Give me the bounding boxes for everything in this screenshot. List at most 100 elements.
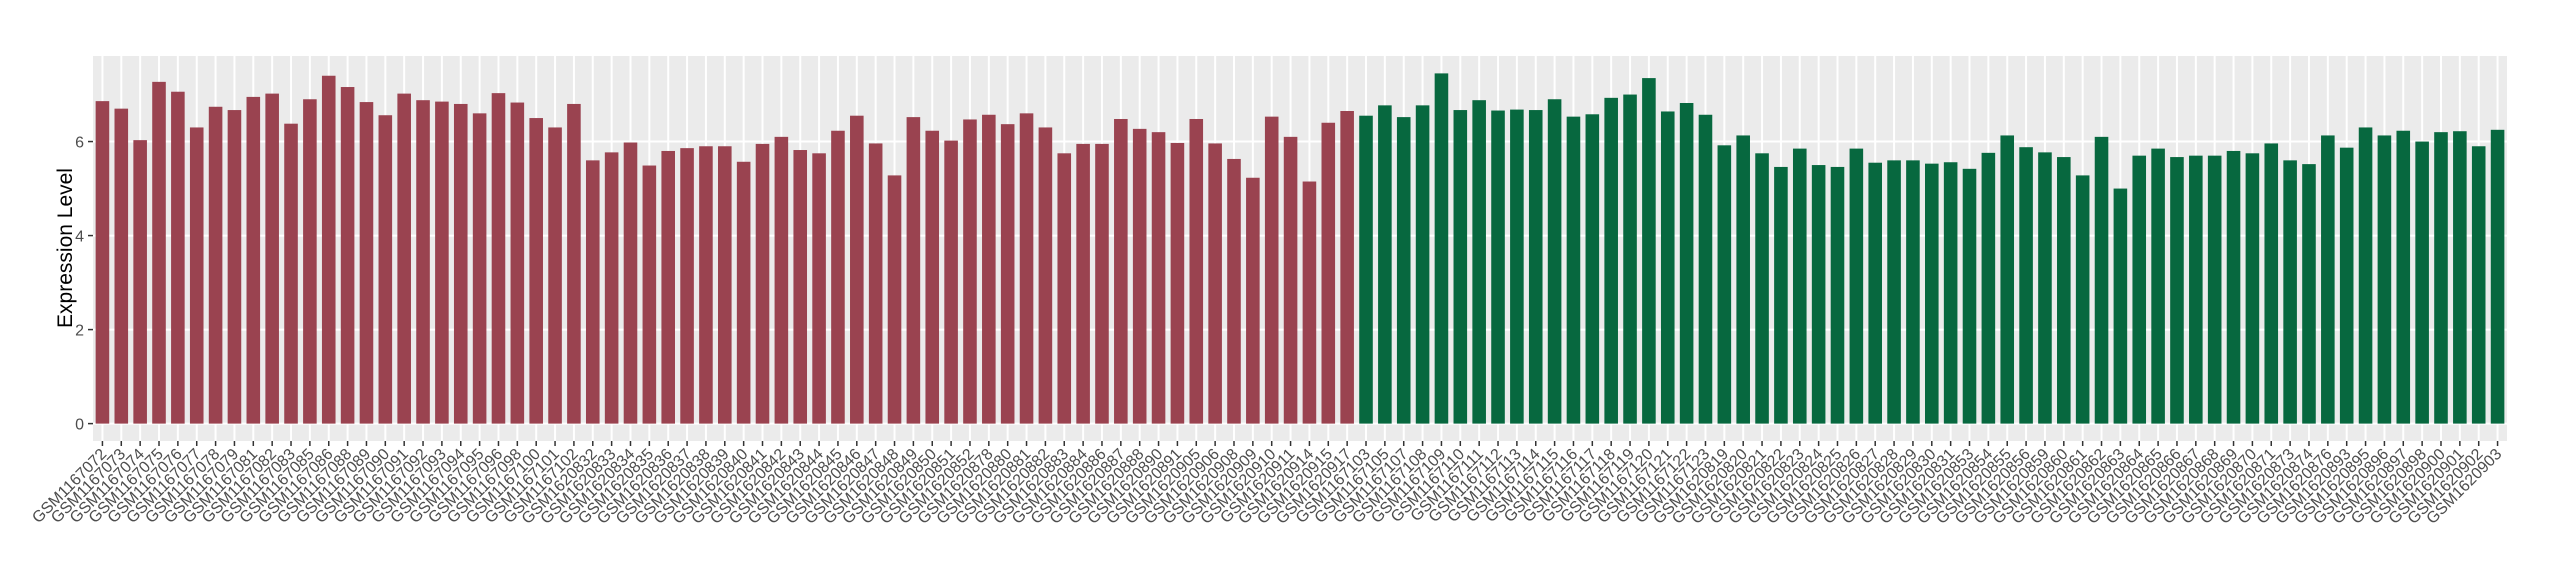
bar (699, 146, 713, 424)
bar (378, 115, 393, 424)
bar (1359, 115, 1373, 424)
bar (642, 165, 657, 424)
bar (831, 130, 845, 424)
bar (1849, 148, 1864, 424)
bar (1604, 97, 1618, 424)
bar (321, 75, 336, 424)
bar (1623, 94, 1637, 424)
bar (1698, 114, 1713, 424)
bar (114, 108, 129, 424)
bar (1340, 111, 1354, 424)
bar (1019, 113, 1034, 424)
bar (1792, 148, 1807, 424)
bar (680, 148, 694, 424)
bar (1547, 99, 1562, 424)
bar (1717, 145, 1732, 424)
bar (1151, 132, 1166, 424)
bar (661, 150, 676, 424)
bar (1924, 163, 1939, 424)
bar (906, 117, 921, 424)
bar (1887, 160, 1901, 424)
bar (717, 146, 732, 424)
bar (2434, 132, 2448, 424)
y-tick-label: 4 (75, 229, 84, 246)
bar (2170, 157, 2184, 424)
bar (208, 106, 223, 424)
bar (303, 99, 317, 424)
bar (1057, 153, 1072, 424)
bar (604, 152, 619, 424)
bar (1208, 143, 1222, 424)
bar (567, 103, 581, 424)
bar (944, 140, 958, 424)
bar (2226, 150, 2241, 424)
bar (1755, 153, 1769, 424)
bar (397, 93, 411, 424)
bar (284, 123, 298, 424)
bar (1415, 105, 1430, 424)
y-tick-label: 0 (75, 417, 84, 434)
bar (1283, 136, 1298, 424)
bar (359, 102, 374, 424)
bar (1076, 143, 1090, 424)
bar (1378, 105, 1392, 424)
bar (340, 87, 355, 424)
bar (850, 115, 864, 424)
bar (2302, 164, 2316, 424)
bar (416, 100, 430, 424)
bar (1736, 135, 1750, 424)
bar (1453, 110, 1468, 424)
bar (1906, 160, 1920, 424)
bar (793, 150, 808, 424)
bar (1679, 103, 1694, 424)
bar (2151, 148, 2165, 424)
bar (2094, 136, 2109, 424)
bar (2358, 127, 2373, 424)
bar (2471, 146, 2486, 424)
bar (2207, 155, 2222, 424)
bar (1000, 124, 1015, 424)
bar (1114, 118, 1128, 424)
bar (529, 118, 543, 424)
bar (2113, 188, 2128, 424)
bar (1491, 110, 1505, 424)
bar (1566, 116, 1581, 424)
bar (1981, 152, 1996, 424)
bar (95, 101, 110, 424)
bar (1246, 177, 1260, 424)
bar (868, 143, 883, 424)
bar (1642, 78, 1656, 424)
bar (2264, 143, 2279, 424)
bar (2283, 160, 2297, 424)
bar (2245, 153, 2260, 424)
bar (453, 103, 468, 424)
bar (548, 127, 562, 424)
bar (1434, 73, 1449, 424)
bar (1528, 110, 1543, 424)
bar (2019, 147, 2033, 424)
bar (1132, 128, 1147, 424)
bar (585, 160, 600, 424)
bar (1868, 162, 1883, 424)
y-axis-title: Expression Level (54, 168, 77, 328)
bar (265, 93, 279, 424)
bar (1302, 181, 1317, 424)
bar (1189, 118, 1204, 424)
bar (774, 136, 789, 424)
bar (2453, 131, 2467, 424)
bar (2377, 135, 2392, 424)
bar (2321, 135, 2335, 424)
bar (1396, 117, 1411, 424)
bar (2490, 129, 2505, 424)
bar (2038, 152, 2052, 424)
bar (1943, 162, 1958, 424)
bar (925, 130, 940, 424)
bar (812, 153, 826, 424)
bar (133, 140, 147, 424)
bar (1321, 122, 1336, 424)
bar (2189, 155, 2203, 424)
bar (982, 114, 996, 424)
bar (2339, 147, 2354, 424)
